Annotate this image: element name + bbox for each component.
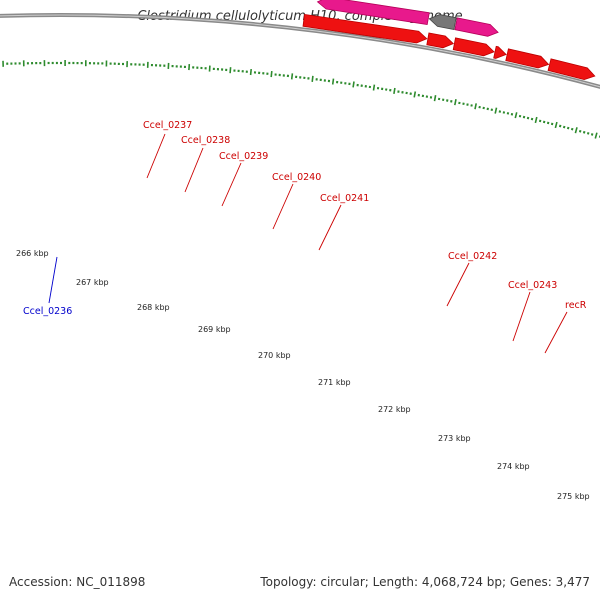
inner-tick	[331, 78, 335, 85]
inner-tick	[570, 127, 574, 131]
gene-labels: Ccel_0236 Ccel_0237 Ccel_0238 Ccel_0239 Ccel…	[23, 120, 587, 317]
gene-label: Ccel_0242	[448, 251, 497, 262]
inner-tick	[590, 133, 594, 136]
gene-label-leader	[221, 162, 242, 207]
gene-label-leader	[146, 133, 166, 179]
genome-summary-text: Topology: circular; Length: 4,068,724 bp…	[260, 575, 590, 589]
gene-label: recR	[565, 300, 587, 311]
gene-arrow-ccel-0241	[302, 13, 428, 44]
gene-arrow-edge	[547, 58, 596, 81]
gene-label-leader	[184, 147, 204, 193]
genome-backbone	[0, 13, 600, 90]
inner-tick	[562, 125, 566, 129]
label-leaders	[48, 133, 568, 354]
gene-label-leader	[48, 256, 58, 304]
tick-label: 272 kbp	[378, 405, 411, 414]
gene-arrow-recr	[505, 48, 550, 69]
tick-label: 273 kbp	[438, 434, 471, 443]
gene-arrow-inner-2	[452, 37, 495, 57]
inner-tick	[510, 112, 514, 116]
inner-tick	[542, 120, 546, 124]
gene-label: Ccel_0241	[320, 193, 369, 204]
inner-tick	[311, 75, 314, 82]
inner-tick	[546, 121, 550, 125]
inner-tick	[534, 116, 538, 124]
inner-tick	[433, 95, 437, 102]
backbone-highlight	[0, 14, 600, 88]
tick-labels: 266 kbp 267 kbp 268 kbp 269 kbp 270 kbp 271 k…	[16, 249, 590, 501]
gene-label: Ccel_0236	[23, 306, 72, 317]
inner-tick	[578, 129, 582, 133]
inner-tick	[558, 124, 562, 128]
tick-label: 268 kbp	[137, 303, 170, 312]
inner-tick	[270, 71, 273, 78]
inner-tick	[526, 116, 530, 120]
inner-tick	[446, 99, 449, 102]
inner-tick	[478, 105, 481, 109]
tick-label: 266 kbp	[16, 249, 49, 258]
tick-label: 270 kbp	[258, 351, 291, 360]
inner-tick-track	[2, 60, 600, 139]
inner-tick	[498, 110, 502, 113]
inner-tick	[518, 114, 522, 118]
tick-label: 269 kbp	[198, 325, 231, 334]
tick-label: 271 kbp	[318, 378, 351, 387]
inner-tick	[506, 112, 510, 115]
gene-label-leader	[512, 291, 531, 342]
inner-tick	[582, 130, 586, 134]
gene-arrow-inner	[426, 32, 455, 49]
inner-tick	[538, 119, 542, 123]
gene-label: Ccel_0240	[272, 172, 321, 183]
gene-arrow-ccel-0243	[454, 17, 499, 37]
gene-label: Ccel_0237	[143, 120, 192, 131]
inner-tick	[522, 115, 526, 119]
gene-label-leader	[446, 262, 470, 307]
accession-text: Accession: NC_011898	[9, 575, 146, 589]
inner-tick	[566, 126, 570, 130]
tick-label: 274 kbp	[497, 462, 530, 471]
inner-tick	[290, 73, 294, 80]
gene-label-leader	[318, 204, 342, 251]
inner-tick	[454, 99, 457, 106]
tick-label: 275 kbp	[557, 492, 590, 501]
inner-tick	[550, 122, 554, 126]
tick-label: 267 kbp	[76, 278, 109, 287]
inner-tick	[474, 103, 477, 110]
gene-label: Ccel_0239	[219, 151, 268, 162]
inner-tick	[530, 117, 534, 121]
gene-arrow-ccel-0242	[316, 0, 430, 25]
gene-label: Ccel_0238	[181, 135, 230, 146]
gene-arrow-inner-3	[493, 45, 507, 59]
inner-tick	[554, 121, 558, 129]
gene-label: Ccel_0243	[508, 280, 557, 291]
inner-tick	[486, 107, 489, 111]
inner-tick	[413, 91, 417, 98]
feature-track	[302, 0, 596, 81]
gene-arrow-pseudo	[428, 14, 457, 30]
inner-tick	[574, 127, 578, 134]
inner-tick	[594, 132, 598, 139]
inner-tick	[352, 81, 355, 88]
gene-label-leader	[544, 311, 568, 354]
inner-tick	[249, 69, 252, 76]
inner-tick	[586, 132, 590, 135]
inner-tick	[229, 67, 232, 74]
gene-label-leader	[272, 183, 294, 230]
inner-tick	[514, 112, 518, 119]
inner-tick	[393, 87, 396, 95]
inner-tick	[372, 84, 376, 91]
inner-tick	[494, 107, 498, 114]
